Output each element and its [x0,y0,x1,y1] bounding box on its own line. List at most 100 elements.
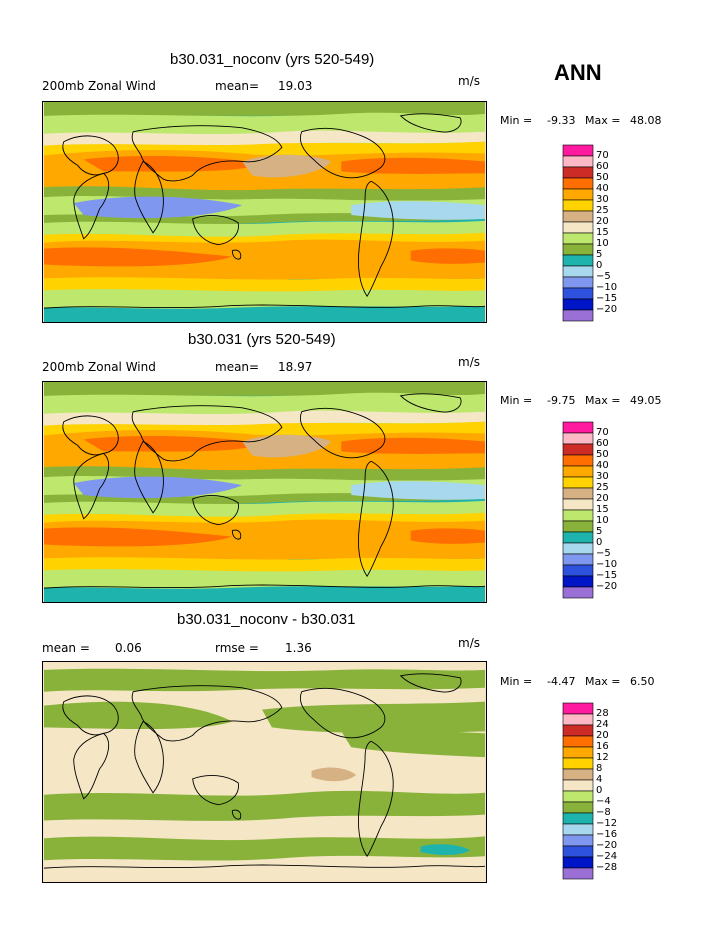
panel-2-min-value: -9.75 [547,394,576,407]
colorbar-tick-label: −5 [596,548,611,559]
panel-1-field-label: 200mb Zonal Wind [42,79,156,93]
colorbar-box [562,553,594,566]
colorbar-box [562,199,594,212]
colorbar-box [562,812,594,825]
panel-3-rmse-value: 1.36 [285,641,312,655]
panel-3-max-value: 6.50 [630,675,655,688]
colorbar-tick-label: 24 [596,719,609,730]
colorbar-box [562,746,594,759]
colorbar-tick-label: 60 [596,438,609,449]
colorbar-tick-label: −24 [596,851,618,862]
panel-3-rmse-label: rmse = [215,641,259,655]
panel-2-min-label: Min = [500,394,533,407]
colorbar-box [562,801,594,814]
colorbar-box [562,166,594,179]
colorbar-box [562,265,594,278]
panel-1-max-label: Max = [585,114,621,127]
panel-1-map [42,101,487,323]
panel-3-colorbar-boxes [562,702,594,880]
panel-1-colorbar-ticks: 70 60 50 40 30 25 20 15 10 5 0 −5 −10 −15 −20 [594,145,634,323]
colorbar-box [562,735,594,748]
colorbar-box [562,421,594,434]
colorbar-tick-label: −20 [596,581,618,592]
panel-1-mean-value: 19.03 [278,79,313,93]
colorbar-box [562,520,594,533]
colorbar-tick-label: 0 [596,537,603,548]
colorbar-tick-label: 70 [596,150,609,161]
colorbar-box [562,155,594,168]
colorbar-box [562,221,594,234]
colorbar-tick-label: 12 [596,752,609,763]
panel-2-colorbar [562,421,594,599]
colorbar-box [562,210,594,223]
panel-3-colorbar [562,702,594,880]
panel-3-units: m/s [458,636,480,650]
season-label: ANN [554,60,602,85]
colorbar-tick-label: 5 [596,526,603,537]
colorbar-tick-label: −8 [596,807,611,818]
panel-2-mean-label: mean= [215,360,260,374]
panel-3-mean-label: mean = [42,641,90,655]
colorbar-box [562,177,594,190]
panel-2-title: b30.031 (yrs 520-549) [188,331,336,348]
colorbar-tick-label: 16 [596,741,609,752]
colorbar-tick-label: 20 [596,216,609,227]
colorbar-tick-label: 50 [596,449,609,460]
panel-1-units: m/s [458,74,480,88]
panel-3-min-value: -4.47 [547,675,576,688]
colorbar-tick-label: 0 [596,785,603,796]
colorbar-box [562,487,594,500]
colorbar-tick-label: 50 [596,172,609,183]
colorbar-box [562,856,594,869]
colorbar-tick-label: −5 [596,271,611,282]
panel-2-field-label: 200mb Zonal Wind [42,360,156,374]
colorbar-tick-label: 70 [596,427,609,438]
colorbar-box [562,845,594,858]
colorbar-box [562,790,594,803]
colorbar-tick-label: 60 [596,161,609,172]
colorbar-tick-label: −16 [596,829,618,840]
colorbar-tick-label: 20 [596,493,609,504]
colorbar-tick-label: −28 [596,862,618,873]
panel-3-max-label: Max = [585,675,621,688]
panel-1-min-value: -9.33 [547,114,576,127]
colorbar-box [562,243,594,256]
colorbar-box [562,144,594,157]
colorbar-tick-label: 0 [596,260,603,271]
colorbar-box [562,287,594,300]
colorbar-tick-label: 20 [596,730,609,741]
colorbar-box [562,509,594,522]
colorbar-box [562,432,594,445]
panel-1-title: b30.031_noconv (yrs 520-549) [170,51,375,68]
colorbar-tick-label: −10 [596,559,618,570]
colorbar-tick-label: 15 [596,504,609,515]
colorbar-tick-label: 25 [596,205,609,216]
colorbar-tick-label: −12 [596,818,618,829]
colorbar-tick-label: 15 [596,227,609,238]
colorbar-box [562,867,594,880]
colorbar-box [562,443,594,456]
colorbar-tick-label: 25 [596,482,609,493]
colorbar-box [562,713,594,726]
colorbar-box [562,823,594,836]
colorbar-tick-label: −10 [596,282,618,293]
colorbar-box [562,531,594,544]
colorbar-box [562,276,594,289]
panel-3-title: b30.031_noconv - b30.031 [177,611,356,628]
colorbar-box [562,757,594,770]
colorbar-tick-label: 40 [596,460,609,471]
panel-2-mean-value: 18.97 [278,360,313,374]
panel-1-colorbar-boxes [562,144,594,322]
panel-3-map [42,661,487,883]
panel-2-units: m/s [458,355,480,369]
colorbar-tick-label: 30 [596,194,609,205]
panel-2-colorbar-ticks: 70 60 50 40 30 25 20 15 10 5 0 −5 −10 −15 −20 [594,422,634,600]
colorbar-box [562,768,594,781]
colorbar-box [562,298,594,311]
colorbar-box [562,188,594,201]
colorbar-box [562,309,594,322]
colorbar-tick-label: 10 [596,238,609,249]
panel-1-min-label: Min = [500,114,533,127]
colorbar-tick-label: 10 [596,515,609,526]
panel-2-colorbar-boxes [562,421,594,599]
